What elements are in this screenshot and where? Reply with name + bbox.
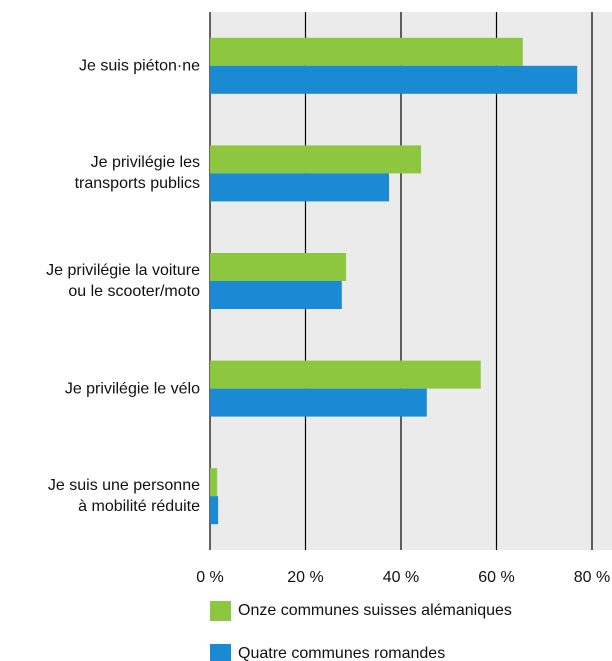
x-tick-label: 80 % xyxy=(574,569,610,586)
category-label: Je suis piéton·ne xyxy=(79,57,200,75)
legend-label: Quatre communes romandes xyxy=(238,645,445,661)
x-tick-label: 60 % xyxy=(478,569,514,586)
bar xyxy=(210,145,422,174)
bar xyxy=(210,281,342,309)
category-label: Je suis une personne à mobilité réduite xyxy=(47,477,200,516)
bar xyxy=(210,360,481,389)
category-label: Je privilégie le vélo xyxy=(64,380,200,398)
bar xyxy=(210,37,523,66)
x-tick-label: 0 % xyxy=(196,569,224,586)
bar xyxy=(210,388,427,417)
legend-swatch xyxy=(210,601,231,621)
legend-label: Onze communes suisses alémaniques xyxy=(238,602,512,619)
category-label: Je privilégie la voiture ou le scooter/m… xyxy=(46,262,200,300)
bar xyxy=(210,468,218,497)
bar xyxy=(210,65,578,94)
bar xyxy=(210,173,390,202)
x-tick-label: 20 % xyxy=(287,569,323,586)
bar xyxy=(210,253,347,281)
bar xyxy=(210,496,219,525)
x-tick-label: 40 % xyxy=(383,569,419,586)
category-label: Je privilégie les transports publics xyxy=(74,154,200,193)
legend-swatch xyxy=(210,644,231,661)
